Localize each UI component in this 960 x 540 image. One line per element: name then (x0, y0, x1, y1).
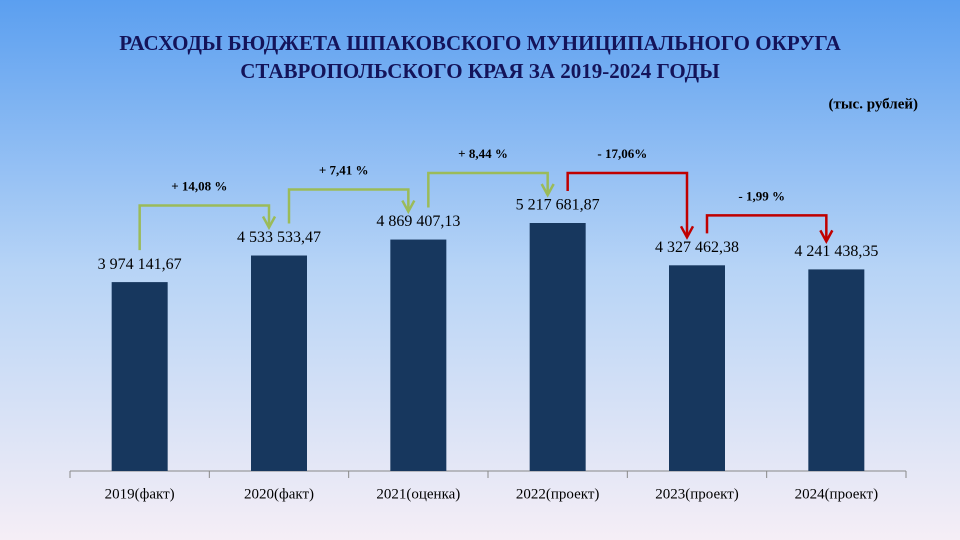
chart-title: РАСХОДЫ БЮДЖЕТА ШПАКОВСКОГО МУНИЦИПАЛЬНО… (119, 31, 841, 55)
chart-title: СТАВРОПОЛЬСКОГО КРАЯ ЗА 2019-2024 ГОДЫ (240, 59, 720, 83)
change-arrowhead (819, 229, 834, 245)
value-label: 4 327 462,38 (655, 239, 739, 256)
bar (808, 269, 865, 471)
change-label: + 14,08 % (171, 179, 227, 194)
bar (669, 265, 725, 471)
value-label: 4 869 407,13 (376, 213, 460, 230)
change-arrow (566, 171, 689, 236)
change-arrowhead (540, 183, 555, 198)
bar (251, 255, 307, 471)
x-tick-label: 2022(проект) (516, 486, 600, 502)
change-arrowhead (679, 225, 695, 240)
unit-label: (тыс. рублей) (828, 96, 918, 112)
value-label: 3 974 141,67 (98, 256, 182, 273)
x-tick-label: 2023(проект) (655, 486, 739, 502)
x-tick-label: 2024(проект) (795, 486, 879, 502)
change-arrow (705, 214, 828, 240)
change-arrow (138, 204, 271, 251)
value-label: 4 533 533,47 (237, 229, 321, 246)
change-label: - 1,99 % (738, 188, 785, 203)
bar (390, 239, 447, 471)
change-label: + 8,44 % (458, 146, 508, 161)
change-arrow (287, 188, 410, 224)
value-label: 5 217 681,87 (516, 197, 600, 214)
x-tick-label: 2020(факт) (244, 486, 314, 502)
change-arrowhead (261, 215, 277, 231)
change-label: - 17,06% (597, 146, 647, 161)
change-arrow (427, 171, 549, 208)
x-tick-label: 2019(факт) (105, 486, 175, 502)
bar (529, 223, 586, 471)
change-arrowhead (401, 199, 416, 215)
change-label: + 7,41 % (319, 163, 369, 178)
x-tick-label: 2021(оценка) (376, 486, 460, 502)
value-label: 4 241 438,35 (794, 243, 878, 260)
bar (111, 282, 168, 471)
